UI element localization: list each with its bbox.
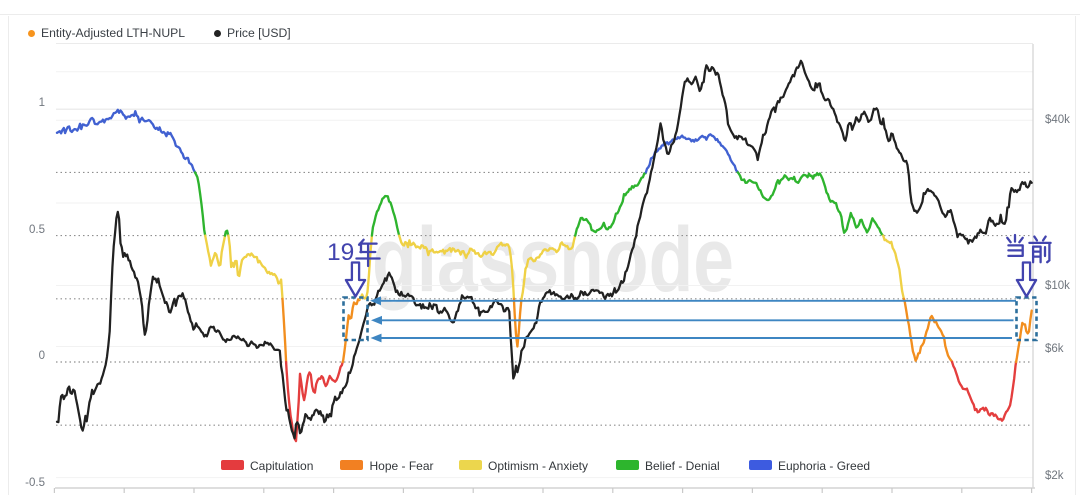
svg-text:19: 19 bbox=[327, 239, 354, 266]
svg-text:glassnode: glassnode bbox=[372, 209, 734, 311]
